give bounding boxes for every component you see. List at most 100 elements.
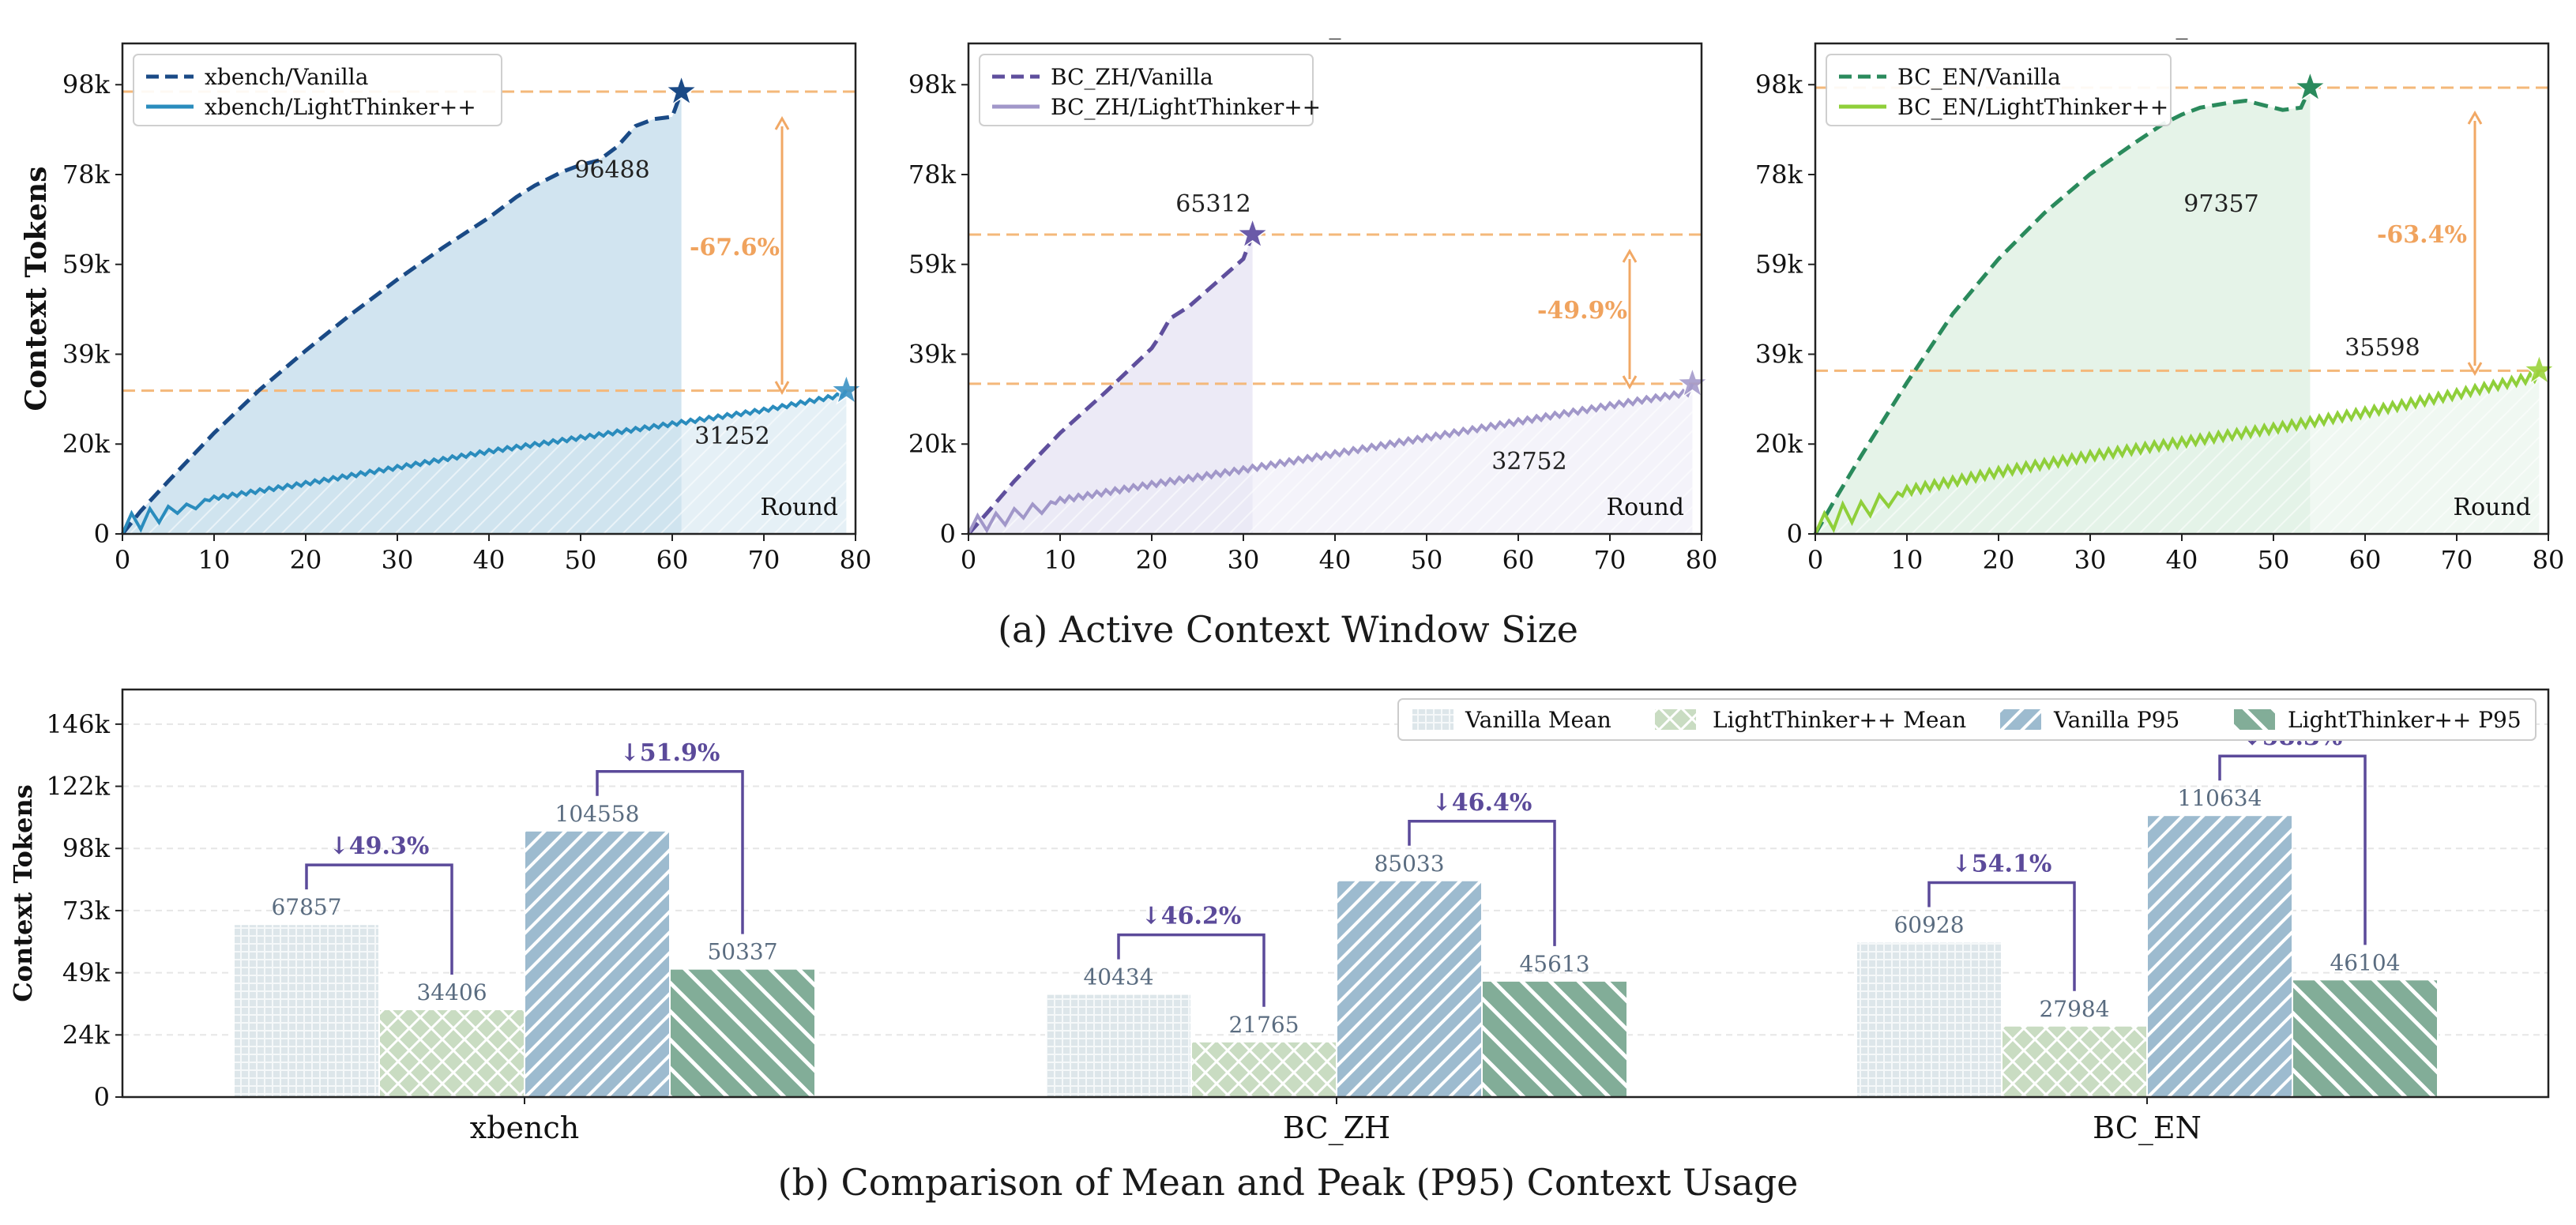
series-vanilla-line	[967, 234, 1254, 535]
x-tick-label: 60	[656, 545, 689, 575]
x-tick-label: 30	[2074, 545, 2107, 575]
arrow-head-up	[1622, 248, 1638, 263]
light-peak-star	[2522, 353, 2556, 385]
light-peak-value: 31252	[694, 423, 769, 450]
arrow-head-down	[2467, 362, 2483, 377]
reduction-bracket	[1117, 933, 1265, 1007]
legend-swatch	[1655, 709, 1696, 730]
y-tick-label: 39k	[908, 339, 957, 369]
y-tick-label: 0	[940, 519, 956, 549]
arrow-head-down	[1622, 375, 1638, 390]
x-tick-label: 50	[565, 545, 597, 575]
y-axis-label: Context Tokens	[20, 167, 53, 411]
panel-bc-en: -63.4% 97357 35598 Round 0 10 20 30 40 50 60 70 80 0 2…	[1755, 13, 2564, 575]
arrow-head-up	[2467, 110, 2483, 125]
x-tick-label: 20	[290, 545, 322, 575]
y-tick-label: 0	[94, 1082, 110, 1112]
bar	[524, 829, 671, 1098]
panel-title: _	[2176, 13, 2188, 40]
bar	[1336, 879, 1483, 1098]
bar	[378, 1009, 525, 1098]
y-tick-label: 78k	[1755, 160, 1803, 190]
legend-swatch	[1412, 709, 1453, 730]
arrow-head-up	[774, 115, 790, 130]
series-light-line	[1814, 370, 2541, 535]
bar-value-label: 21765	[1228, 1012, 1299, 1038]
y-tick-label: 24k	[62, 1020, 111, 1050]
series-light-line	[967, 383, 1694, 535]
x-tick-label: 40	[2166, 545, 2198, 575]
series-vanilla-line	[1813, 86, 2312, 535]
reduction-label: ↓54.1%	[1952, 851, 2052, 878]
x-tick-label: 20	[1136, 545, 1168, 575]
vanilla-peak-value: 65312	[1175, 190, 1250, 218]
bar-value-label: 40434	[1083, 964, 1153, 990]
y-tick-label: 0	[94, 519, 110, 549]
x-tick-label: 30	[382, 545, 414, 575]
y-tick-label: 78k	[908, 160, 957, 190]
y-tick-label: 20k	[908, 429, 957, 459]
y-tick-label: 73k	[62, 896, 111, 926]
x-tick-label: 60	[1502, 545, 1535, 575]
bar-value-label: 104558	[555, 801, 640, 827]
reduction-label: ↓46.4%	[1432, 789, 1532, 817]
y-tick-label: 98k	[62, 833, 111, 863]
panel-title: _	[1329, 13, 1341, 40]
legend-label-light: BC_ZH/LightThinker++	[1051, 94, 1321, 120]
legend-box	[1826, 54, 2172, 126]
y-tick-label: 146k	[47, 709, 111, 739]
bar	[233, 923, 380, 1098]
x-tick-label: 60	[2349, 545, 2382, 575]
light-peak-star	[1675, 366, 1709, 398]
y-tick-label: 49k	[62, 958, 111, 988]
vanilla-peak-star	[664, 73, 698, 107]
bar-value-label: 67857	[271, 894, 341, 920]
bar	[1856, 941, 2003, 1098]
reduction-label: -63.4%	[2377, 221, 2467, 249]
vanilla-peak-star	[2293, 70, 2327, 102]
x-tick-label: 30	[1228, 545, 1260, 575]
category-label: BC_ZH	[1283, 1110, 1390, 1146]
bar	[2001, 1024, 2148, 1098]
bar	[669, 968, 816, 1099]
legend-label: LightThinker++ Mean	[1713, 707, 1966, 733]
vanilla-peak-value: 97357	[2183, 190, 2258, 218]
x-tick-label: 80	[1686, 545, 1718, 575]
panel-xbench: -67.6% 96488 31252 Round 0 10 20 30 40 50 60 70 80 0 2…	[20, 42, 871, 575]
vanilla-peak-value: 96488	[574, 156, 649, 184]
x-tick-label: 40	[1319, 545, 1352, 575]
reduction-bracket	[2218, 754, 2367, 945]
y-tick-label: 59k	[1755, 250, 1803, 280]
bar-value-label: 60928	[1893, 912, 1964, 938]
reduction-bracket	[1408, 820, 1556, 946]
reduction-bracket	[1927, 881, 2076, 991]
light-peak-star	[829, 373, 863, 405]
arrow-head-down	[774, 381, 790, 396]
bar-legend: Vanilla Mean LightThinker++ Mean Vanilla P…	[1397, 698, 2537, 741]
bar-value-label: 45613	[1519, 951, 1589, 977]
vanilla-area	[1815, 88, 2311, 534]
bar	[1045, 993, 1192, 1098]
bar	[2146, 814, 2293, 1098]
bar-value-label: 110634	[2178, 785, 2262, 811]
category-label: xbench	[470, 1110, 579, 1145]
legend-label: Vanilla P95	[2053, 707, 2179, 733]
x-annotation: Round	[2454, 494, 2532, 521]
bar	[2292, 979, 2439, 1098]
caption-b: (b) Comparison of Mean and Peak (P95) Co…	[777, 1161, 1799, 1204]
y-tick-label: 39k	[62, 339, 111, 369]
light-peak-value: 35598	[2345, 334, 2420, 362]
y-tick-label: 98k	[908, 70, 957, 100]
x-annotation: Round	[761, 494, 839, 521]
reduction-bracket	[596, 770, 744, 934]
bar	[1481, 979, 1628, 1098]
y-tick-label: 122k	[47, 772, 111, 802]
bar-chart: 67857 34406 104558 50337 ↓49.3% ↓51.9% xbench 4…	[8, 688, 2550, 1146]
x-tick-label: 0	[115, 545, 130, 575]
y-tick-label: 59k	[908, 250, 957, 280]
vanilla-area	[122, 92, 682, 534]
light-area-hatch	[1815, 370, 2540, 534]
legend-label: Vanilla Mean	[1465, 707, 1611, 733]
legend-swatch	[2234, 709, 2275, 730]
